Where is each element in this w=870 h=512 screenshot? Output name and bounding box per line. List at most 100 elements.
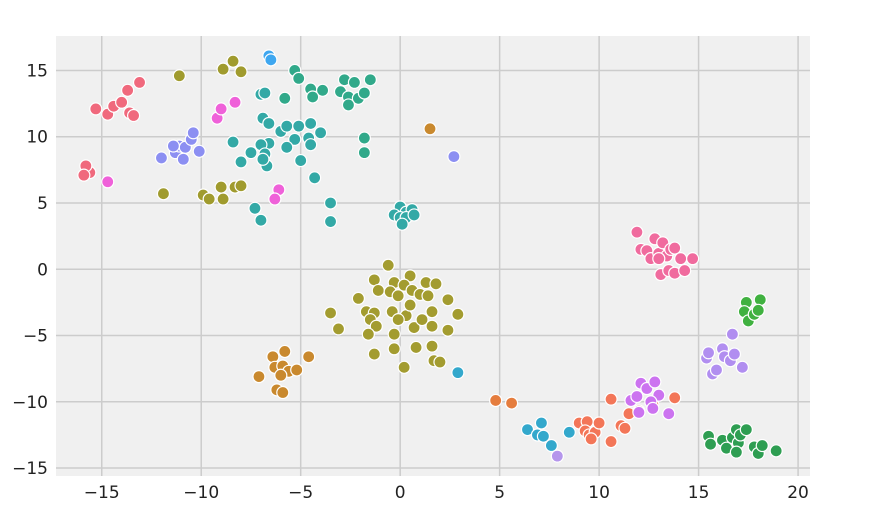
data-point xyxy=(331,322,346,336)
y-tick-labels: −15 −10 −5 0 5 10 15 xyxy=(12,61,48,479)
data-point xyxy=(391,289,405,303)
data-point xyxy=(248,201,262,215)
data-point xyxy=(662,407,676,421)
data-point xyxy=(425,339,439,353)
data-point xyxy=(703,437,718,451)
data-point xyxy=(166,139,180,153)
data-point xyxy=(646,401,660,416)
data-point xyxy=(288,132,302,146)
data-point xyxy=(652,252,666,266)
data-point xyxy=(234,179,248,193)
data-point xyxy=(226,135,240,149)
data-point xyxy=(192,144,206,158)
data-point xyxy=(172,69,186,83)
data-point xyxy=(409,340,423,355)
data-point xyxy=(604,392,618,406)
data-point xyxy=(729,445,743,459)
data-point xyxy=(441,323,455,337)
data-point xyxy=(632,405,646,419)
data-point xyxy=(313,126,328,140)
data-point xyxy=(186,126,200,140)
data-point xyxy=(753,293,767,307)
data-point xyxy=(347,75,362,89)
data-point xyxy=(387,327,401,341)
data-point xyxy=(407,320,421,335)
data-point xyxy=(739,423,753,437)
data-point xyxy=(308,171,322,185)
data-point xyxy=(630,225,644,239)
data-point xyxy=(302,350,316,364)
x-tick-label: 20 xyxy=(787,483,809,503)
data-point xyxy=(226,54,240,68)
data-point xyxy=(254,213,268,227)
data-point xyxy=(421,289,435,303)
data-point xyxy=(280,119,294,133)
data-point xyxy=(276,385,290,400)
data-point xyxy=(668,241,682,255)
data-point xyxy=(584,432,598,446)
x-tick-label: 5 xyxy=(494,483,505,503)
data-point xyxy=(536,429,551,443)
data-point xyxy=(592,416,606,430)
y-tick-label: 0 xyxy=(37,260,48,280)
y-tick-label: 5 xyxy=(37,194,48,214)
data-point xyxy=(214,102,228,116)
data-point xyxy=(451,366,465,380)
data-point xyxy=(686,252,700,266)
data-point xyxy=(604,434,618,449)
data-point xyxy=(363,73,377,87)
data-point xyxy=(156,187,171,201)
data-point xyxy=(357,86,371,100)
data-point xyxy=(403,298,417,312)
data-point xyxy=(357,131,371,145)
data-point xyxy=(292,119,306,133)
data-point xyxy=(425,319,439,333)
x-tick-label: 10 xyxy=(588,483,610,503)
data-point xyxy=(154,151,169,165)
data-point xyxy=(544,438,558,453)
data-point xyxy=(361,327,375,341)
y-tick-label: −5 xyxy=(23,327,48,347)
data-point xyxy=(234,155,248,169)
data-point xyxy=(387,342,401,356)
data-point xyxy=(371,283,385,298)
data-point xyxy=(278,344,292,359)
data-point xyxy=(214,180,228,194)
data-point xyxy=(391,313,405,327)
data-point xyxy=(451,307,465,321)
data-point xyxy=(429,277,443,291)
data-point xyxy=(304,116,318,131)
data-point xyxy=(244,146,258,160)
data-point xyxy=(258,86,272,100)
data-point xyxy=(423,122,437,136)
y-tick-label: −15 xyxy=(12,459,48,479)
x-tick-label: −10 xyxy=(183,483,219,503)
data-point xyxy=(252,370,266,384)
grid-lines xyxy=(56,36,810,476)
data-point xyxy=(77,168,91,182)
data-point xyxy=(769,444,783,458)
data-point xyxy=(202,192,216,206)
data-point xyxy=(562,425,576,439)
data-point xyxy=(357,146,371,160)
data-point xyxy=(266,350,280,364)
x-tick-label: −15 xyxy=(84,483,120,503)
data-points xyxy=(77,49,783,463)
data-point xyxy=(290,363,304,377)
data-point xyxy=(725,327,740,341)
data-point xyxy=(648,375,662,389)
data-point xyxy=(216,192,230,206)
data-point xyxy=(234,65,248,79)
data-point xyxy=(262,116,276,131)
data-point xyxy=(264,53,278,67)
data-point xyxy=(701,346,716,360)
data-point xyxy=(101,175,115,189)
data-point xyxy=(727,347,742,361)
data-point xyxy=(278,91,292,105)
data-point xyxy=(425,305,439,319)
y-tick-label: 15 xyxy=(26,61,48,81)
data-point xyxy=(367,347,381,361)
data-point xyxy=(403,269,417,283)
data-point xyxy=(280,140,294,154)
